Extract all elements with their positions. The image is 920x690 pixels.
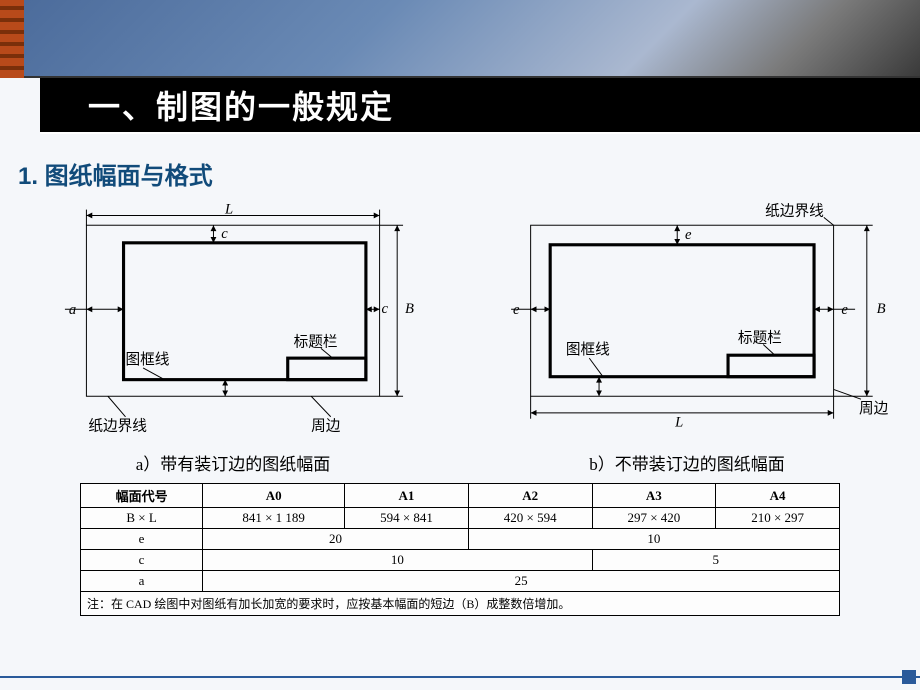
table-row: a 25: [81, 571, 840, 592]
caption-a: a）带有装订边的图纸幅面: [18, 450, 448, 475]
table-row: c 10 5: [81, 550, 840, 571]
table-note: 注：在 CAD 绘图中对图纸有加长加宽的要求时，应按基本幅面的短边（B）成整数倍…: [81, 592, 840, 616]
label-B-b: B: [877, 301, 886, 317]
table-row: B × L 841 × 1 189 594 × 841 420 × 594 29…: [81, 508, 840, 529]
footer-line: [0, 676, 920, 678]
label-margin-b: 周边: [859, 400, 889, 417]
th-code: 幅面代号: [81, 484, 203, 508]
footer-corner: [902, 670, 916, 684]
table-row: 注：在 CAD 绘图中对图纸有加长加宽的要求时，应按基本幅面的短边（B）成整数倍…: [81, 592, 840, 616]
label-margin-a: 周边: [311, 417, 341, 434]
cell: 25: [203, 571, 840, 592]
diagram-b: 纸边界线 e e e B: [472, 201, 902, 441]
cell: 594 × 841: [345, 508, 469, 529]
cell-c-label: c: [81, 550, 203, 571]
section-subtitle: 1. 图纸幅面与格式: [18, 156, 902, 191]
label-border-b: 纸边界线: [765, 202, 824, 219]
cell-e-label: e: [81, 529, 203, 550]
label-frame-a: 图框线: [126, 351, 170, 368]
th-a0: A0: [203, 484, 345, 508]
diagrams-row: L c B c a 图框线: [18, 201, 902, 475]
diagram-a: L c B c a 图框线: [18, 201, 448, 441]
title-bar: 一、制图的一般规定: [40, 78, 920, 134]
cell: 210 × 297: [716, 508, 840, 529]
cell: 297 × 420: [592, 508, 716, 529]
diagram-b-wrap: 纸边界线 e e e B: [472, 201, 902, 475]
label-c-right: c: [382, 301, 389, 317]
cell: 10: [203, 550, 592, 571]
label-titleblock-b: 标题栏: [738, 330, 782, 347]
banner-image: [0, 0, 920, 78]
table-row: e 20 10: [81, 529, 840, 550]
diagram-a-wrap: L c B c a 图框线: [18, 201, 448, 475]
label-titleblock-a: 标题栏: [294, 333, 338, 350]
cell: 841 × 1 189: [203, 508, 345, 529]
label-L: L: [224, 202, 233, 218]
label-border-a: 纸边界线: [88, 417, 147, 434]
label-a: a: [69, 302, 76, 318]
cell-a-label: a: [81, 571, 203, 592]
label-c-top: c: [221, 226, 228, 242]
th-a1: A1: [345, 484, 469, 508]
th-a4: A4: [716, 484, 840, 508]
label-L-b: L: [674, 415, 683, 431]
cell-bl-label: B × L: [81, 508, 203, 529]
cell: 20: [203, 529, 469, 550]
caption-b: b）不带装订边的图纸幅面: [472, 450, 902, 475]
label-e-left: e: [513, 302, 520, 318]
label-frame-b: 图框线: [566, 341, 610, 358]
label-B: B: [405, 301, 414, 317]
cell: 5: [592, 550, 839, 571]
th-a3: A3: [592, 484, 716, 508]
label-e-right: e: [841, 302, 848, 318]
th-a2: A2: [468, 484, 592, 508]
cell: 420 × 594: [468, 508, 592, 529]
label-e-top: e: [685, 227, 692, 243]
page-title: 一、制图的一般规定: [88, 82, 394, 128]
table-row: 幅面代号 A0 A1 A2 A3 A4: [81, 484, 840, 508]
cell: 10: [468, 529, 839, 550]
content-area: 1. 图纸幅面与格式: [0, 134, 920, 674]
spec-table: 幅面代号 A0 A1 A2 A3 A4 B × L 841 × 1 189 59…: [80, 483, 840, 616]
